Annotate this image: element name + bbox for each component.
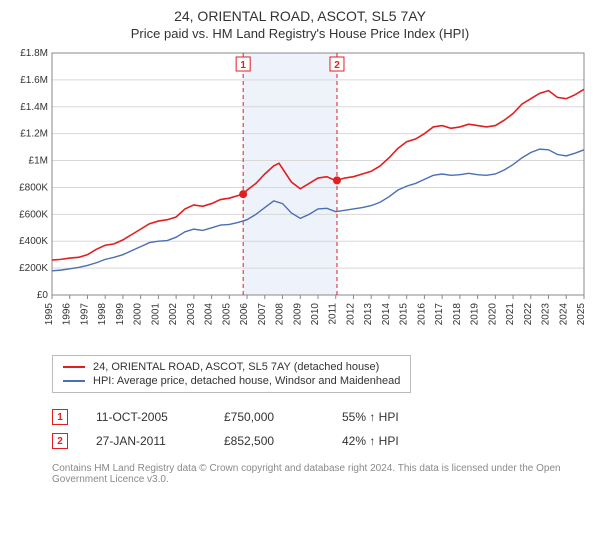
svg-text:1996: 1996 [62,303,73,326]
svg-text:2016: 2016 [416,303,427,326]
svg-text:2005: 2005 [221,303,232,326]
svg-text:2000: 2000 [133,303,144,326]
svg-text:£1.2M: £1.2M [20,129,48,140]
svg-text:1: 1 [240,60,246,71]
events-table: 1 11-OCT-2005 £750,000 55% ↑ HPI 2 27-JAN-201… [52,405,590,453]
svg-text:2: 2 [334,60,340,71]
svg-text:2011: 2011 [328,303,339,325]
svg-text:1998: 1998 [97,303,108,326]
svg-text:2020: 2020 [487,303,498,326]
legend-label: 24, ORIENTAL ROAD, ASCOT, SL5 7AY (detac… [93,361,379,373]
svg-text:2015: 2015 [399,303,410,326]
svg-text:£1.4M: £1.4M [20,102,48,113]
legend-swatch [63,366,85,368]
svg-text:£600K: £600K [19,209,48,220]
svg-text:2008: 2008 [275,303,286,326]
event-price: £750,000 [224,410,314,424]
event-badge: 1 [52,409,68,425]
event-hpi: 42% ↑ HPI [342,434,432,448]
svg-text:£800K: £800K [19,182,48,193]
footer-attribution: Contains HM Land Registry data © Crown c… [52,463,590,485]
svg-text:£0: £0 [37,290,49,301]
legend-item: HPI: Average price, detached house, Wind… [63,374,400,388]
svg-text:1999: 1999 [115,303,126,326]
event-date: 27-JAN-2011 [96,434,196,448]
chart-container: 24, ORIENTAL ROAD, ASCOT, SL5 7AY Price … [0,0,600,491]
legend-swatch [63,380,85,382]
line-chart: £0 £200K £400K £600K £800K £1M £1.2M £1.4M £1.6M… [10,47,590,347]
svg-text:£400K: £400K [19,236,48,247]
svg-text:2010: 2010 [310,303,321,326]
svg-text:2001: 2001 [150,303,161,326]
event-row: 2 27-JAN-2011 £852,500 42% ↑ HPI [52,429,590,453]
event-badge: 2 [52,433,68,449]
svg-text:2019: 2019 [470,303,481,326]
svg-text:2017: 2017 [434,303,445,326]
title-address: 24, ORIENTAL ROAD, ASCOT, SL5 7AY [10,8,590,24]
svg-text:1997: 1997 [79,303,90,326]
titles: 24, ORIENTAL ROAD, ASCOT, SL5 7AY Price … [10,8,590,41]
svg-text:£200K: £200K [19,263,48,274]
event-hpi: 55% ↑ HPI [342,410,432,424]
svg-text:2023: 2023 [541,303,552,326]
svg-text:2009: 2009 [292,303,303,326]
svg-text:2025: 2025 [576,303,587,326]
chart-area: £0 £200K £400K £600K £800K £1M £1.2M £1.4M £1.6M… [10,47,590,347]
svg-text:1995: 1995 [44,303,55,326]
event-date: 11-OCT-2005 [96,410,196,424]
svg-text:2021: 2021 [505,303,516,326]
svg-text:2022: 2022 [523,303,534,326]
svg-text:2018: 2018 [452,303,463,326]
svg-text:2002: 2002 [168,303,179,326]
event-row: 1 11-OCT-2005 £750,000 55% ↑ HPI [52,405,590,429]
svg-text:2014: 2014 [381,303,392,326]
svg-text:2006: 2006 [239,303,250,326]
svg-text:2007: 2007 [257,303,268,326]
svg-text:2004: 2004 [204,303,215,326]
svg-text:2003: 2003 [186,303,197,326]
legend: 24, ORIENTAL ROAD, ASCOT, SL5 7AY (detac… [52,355,411,393]
svg-text:2024: 2024 [558,303,569,326]
svg-text:2012: 2012 [345,303,356,326]
event-price: £852,500 [224,434,314,448]
svg-text:£1.6M: £1.6M [20,75,48,86]
svg-text:£1M: £1M [29,156,48,167]
legend-label: HPI: Average price, detached house, Wind… [93,375,400,387]
title-subtitle: Price paid vs. HM Land Registry's House … [10,26,590,41]
footer-text: Contains HM Land Registry data © Crown c… [52,463,561,485]
legend-item: 24, ORIENTAL ROAD, ASCOT, SL5 7AY (detac… [63,360,400,374]
svg-text:£1.8M: £1.8M [20,48,48,59]
svg-text:2013: 2013 [363,303,374,326]
